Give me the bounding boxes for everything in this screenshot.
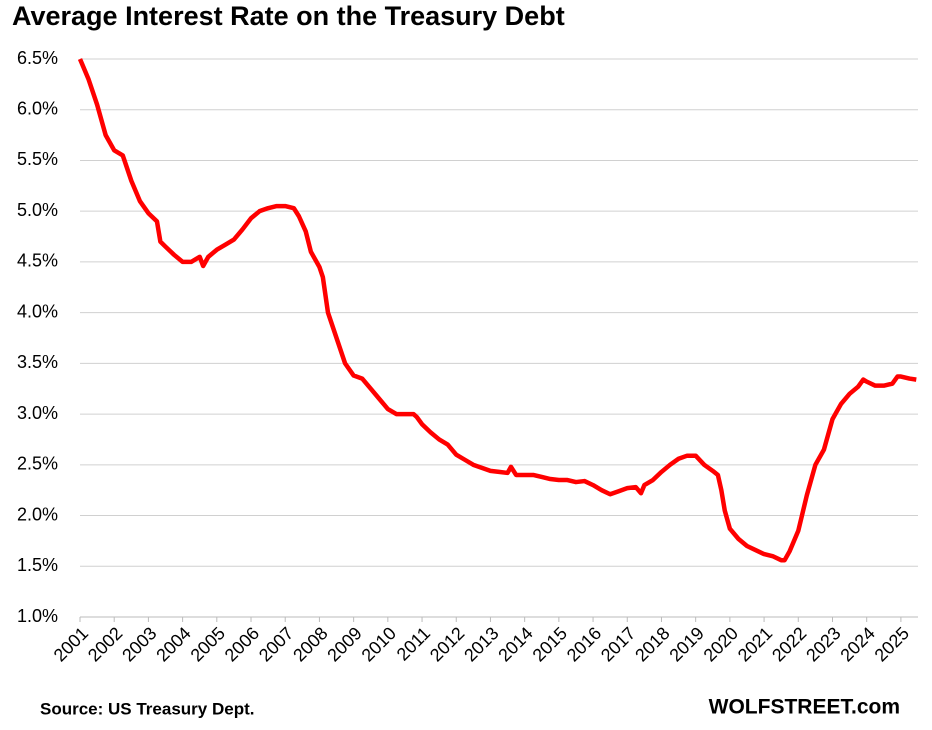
data-line — [77, 58, 917, 563]
x-tick-label: 2024 — [836, 623, 878, 665]
x-tick-label: 2013 — [460, 623, 502, 665]
x-tick-label: 2019 — [665, 623, 707, 665]
x-tick-label: 2021 — [734, 623, 776, 665]
brand-note: WOLFSTREET.com — [709, 696, 900, 719]
x-tick-label: 2017 — [597, 623, 639, 665]
x-tick-label: 2011 — [393, 623, 435, 665]
x-tick-label: 2015 — [529, 623, 571, 665]
y-tick-label: 5.0% — [17, 200, 58, 220]
y-tick-label: 3.5% — [17, 352, 58, 372]
x-tick-label: 2022 — [768, 623, 810, 665]
y-tick-label: 2.0% — [17, 504, 58, 524]
x-tick-label: 2008 — [289, 623, 331, 665]
x-tick-label: 2003 — [118, 623, 160, 665]
x-tick-label: 2023 — [802, 623, 844, 665]
x-tick-label: 2020 — [700, 623, 742, 665]
y-tick-label: 2.5% — [17, 454, 58, 474]
y-tick-label: 6.0% — [17, 98, 58, 118]
y-tick-label: 5.5% — [17, 149, 58, 169]
x-tick-label: 2006 — [221, 623, 263, 665]
y-tick-label: 1.5% — [17, 555, 58, 575]
x-tick-label: 2002 — [84, 623, 126, 665]
x-tick-label: 2007 — [255, 623, 297, 665]
chart-title: Average Interest Rate on the Treasury De… — [12, 1, 565, 31]
x-tick-label: 2005 — [187, 623, 229, 665]
y-tick-label: 4.5% — [17, 251, 58, 271]
x-tick-label: 2018 — [631, 623, 673, 665]
x-tick-label: 2010 — [358, 623, 400, 665]
x-tick-label: 2009 — [323, 623, 365, 665]
x-tick-label: 2016 — [563, 623, 605, 665]
x-tick-label: 2025 — [871, 623, 913, 665]
y-tick-label: 1.0% — [17, 606, 58, 626]
x-tick-label: 2014 — [494, 623, 536, 665]
x-tick-label: 2004 — [152, 623, 194, 665]
y-tick-label: 6.5% — [17, 48, 58, 68]
y-tick-label: 3.0% — [17, 403, 58, 423]
source-note: Source: US Treasury Dept. — [40, 699, 254, 718]
x-tick-label: 2001 — [50, 623, 92, 665]
y-tick-label: 4.0% — [17, 301, 58, 321]
x-tick-label: 2012 — [426, 623, 468, 665]
